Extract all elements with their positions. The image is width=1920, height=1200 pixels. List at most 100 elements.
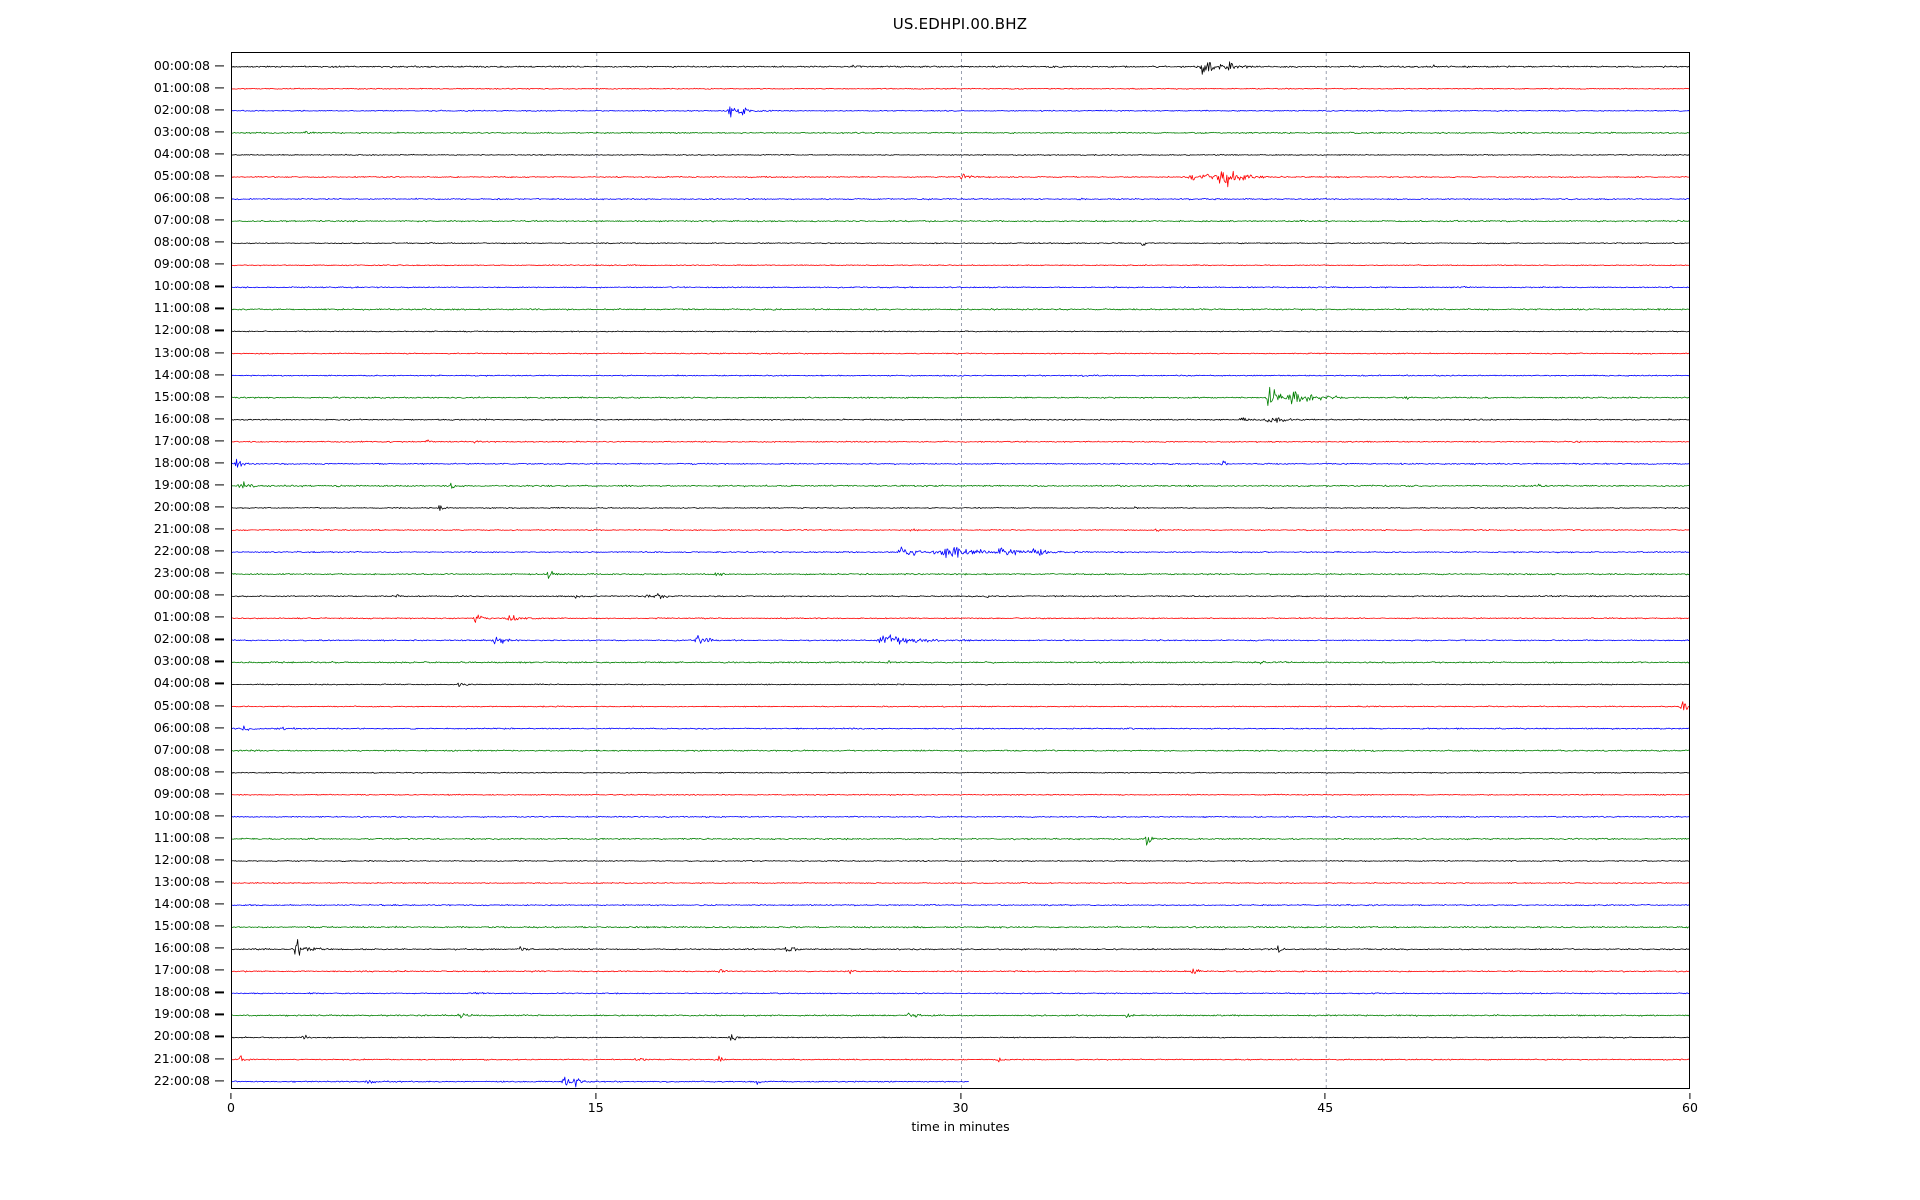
y-tick-mark bbox=[215, 815, 224, 817]
seismic-trace bbox=[232, 439, 1689, 444]
y-tick-mark bbox=[215, 616, 224, 618]
y-tick-mark bbox=[215, 351, 224, 354]
seismic-trace bbox=[232, 242, 1689, 246]
seismic-trace bbox=[232, 219, 1689, 223]
seismic-trace bbox=[232, 1012, 1689, 1019]
seismic-trace bbox=[232, 546, 1689, 559]
y-tick-label: 03:00:08 bbox=[153, 123, 210, 139]
y-tick-mark bbox=[215, 969, 224, 971]
x-tick-label: 0 bbox=[227, 1100, 235, 1115]
x-tick-mark bbox=[230, 1093, 232, 1099]
x-tick-label: 15 bbox=[587, 1100, 604, 1115]
y-tick-mark bbox=[215, 197, 224, 199]
seismic-trace bbox=[232, 815, 1689, 819]
y-tick-label: 19:00:08 bbox=[153, 1006, 210, 1022]
y-tick-mark bbox=[215, 704, 224, 707]
y-tick-mark bbox=[215, 263, 224, 265]
seismic-trace bbox=[232, 307, 1689, 311]
y-tick-mark bbox=[215, 991, 224, 993]
seismic-trace bbox=[232, 458, 1689, 468]
y-tick-label: 16:00:08 bbox=[153, 410, 210, 426]
y-axis-tick-labels: 00:00:08 01:00:08 02:00:08 03:00:08 04:00:08… bbox=[0, 52, 224, 1089]
seismic-trace bbox=[232, 634, 1689, 645]
y-tick-label: 01:00:08 bbox=[153, 609, 210, 625]
y-tick-label: 22:00:08 bbox=[153, 1072, 210, 1088]
page-title: US.EDHPI.00.BHZ bbox=[892, 15, 1028, 33]
seismic-trace bbox=[232, 481, 1689, 489]
seismic-trace bbox=[232, 701, 1689, 711]
seismic-trace bbox=[232, 1076, 969, 1088]
seismic-trace bbox=[232, 417, 1689, 423]
y-tick-mark bbox=[215, 373, 224, 376]
y-tick-label: 07:00:08 bbox=[153, 741, 210, 757]
y-tick-mark bbox=[215, 682, 224, 685]
y-tick-mark bbox=[215, 1057, 224, 1060]
y-tick-mark bbox=[215, 1013, 224, 1016]
y-tick-mark bbox=[215, 925, 224, 927]
y-tick-mark bbox=[215, 550, 224, 552]
seismic-trace bbox=[232, 286, 1689, 289]
seismic-trace bbox=[232, 859, 1689, 863]
y-tick-label: 05:00:08 bbox=[153, 167, 210, 183]
x-axis-label: time in minutes bbox=[911, 1119, 1010, 1134]
seismic-trace bbox=[232, 968, 1689, 975]
y-tick-label: 00:00:08 bbox=[153, 57, 210, 73]
y-tick-label: 10:00:08 bbox=[153, 807, 210, 823]
y-tick-mark bbox=[215, 594, 224, 596]
y-tick-label: 05:00:08 bbox=[153, 697, 210, 713]
y-tick-label: 02:00:08 bbox=[153, 631, 210, 647]
seismic-trace bbox=[232, 749, 1689, 752]
y-tick-label: 16:00:08 bbox=[153, 939, 210, 955]
y-tick-mark bbox=[215, 109, 224, 111]
y-tick-mark bbox=[215, 638, 224, 640]
y-tick-label: 12:00:08 bbox=[153, 322, 210, 338]
y-tick-label: 20:00:08 bbox=[153, 498, 210, 514]
y-tick-mark bbox=[215, 727, 224, 729]
seismic-trace bbox=[232, 61, 1689, 75]
seismic-trace bbox=[232, 374, 1689, 377]
seismic-trace bbox=[232, 1034, 1689, 1041]
y-tick-label: 04:00:08 bbox=[153, 675, 210, 691]
x-tick-mark bbox=[959, 1093, 962, 1099]
x-tick-label: 60 bbox=[1682, 1100, 1698, 1115]
y-tick-label: 20:00:08 bbox=[153, 1028, 210, 1044]
y-tick-label: 15:00:08 bbox=[153, 917, 210, 933]
seismic-trace bbox=[232, 682, 1689, 688]
y-tick-mark bbox=[215, 572, 224, 574]
y-tick-mark bbox=[215, 837, 224, 839]
y-tick-label: 00:00:08 bbox=[153, 586, 210, 602]
y-tick-label: 03:00:08 bbox=[153, 653, 210, 669]
y-tick-label: 21:00:08 bbox=[153, 520, 210, 536]
seismic-trace bbox=[232, 1055, 1689, 1063]
y-tick-mark bbox=[215, 219, 224, 221]
seismic-trace bbox=[232, 170, 1689, 188]
seismic-trace bbox=[232, 570, 1689, 579]
x-axis-tick-labels: 0 15 30 45 60 bbox=[227, 1093, 1698, 1117]
y-tick-mark bbox=[215, 241, 224, 243]
seismic-trace bbox=[232, 352, 1689, 355]
y-tick-mark bbox=[215, 947, 224, 949]
y-tick-mark bbox=[215, 418, 224, 420]
seismic-trace bbox=[232, 939, 1689, 956]
seismic-trace bbox=[232, 991, 1689, 995]
y-tick-label: 11:00:08 bbox=[153, 829, 210, 845]
seismic-trace bbox=[232, 106, 1689, 118]
y-tick-mark bbox=[215, 65, 224, 67]
x-tick-label: 45 bbox=[1317, 1100, 1334, 1115]
seismic-trace bbox=[232, 660, 1689, 665]
y-tick-label: 06:00:08 bbox=[153, 719, 210, 735]
y-tick-label: 08:00:08 bbox=[153, 763, 210, 779]
y-tick-label: 14:00:08 bbox=[153, 366, 210, 382]
y-tick-mark bbox=[215, 462, 224, 464]
y-tick-mark bbox=[215, 771, 224, 773]
y-tick-mark bbox=[215, 1080, 224, 1082]
y-tick-mark bbox=[215, 307, 224, 309]
seismic-trace bbox=[232, 153, 1689, 157]
y-tick-label: 15:00:08 bbox=[153, 388, 210, 404]
y-tick-label: 02:00:08 bbox=[153, 101, 210, 117]
seismic-trace bbox=[232, 386, 1689, 407]
seismic-trace bbox=[232, 197, 1689, 201]
y-tick-label: 10:00:08 bbox=[153, 278, 210, 294]
y-tick-label: 07:00:08 bbox=[153, 211, 210, 227]
y-tick-label: 09:00:08 bbox=[153, 256, 210, 271]
